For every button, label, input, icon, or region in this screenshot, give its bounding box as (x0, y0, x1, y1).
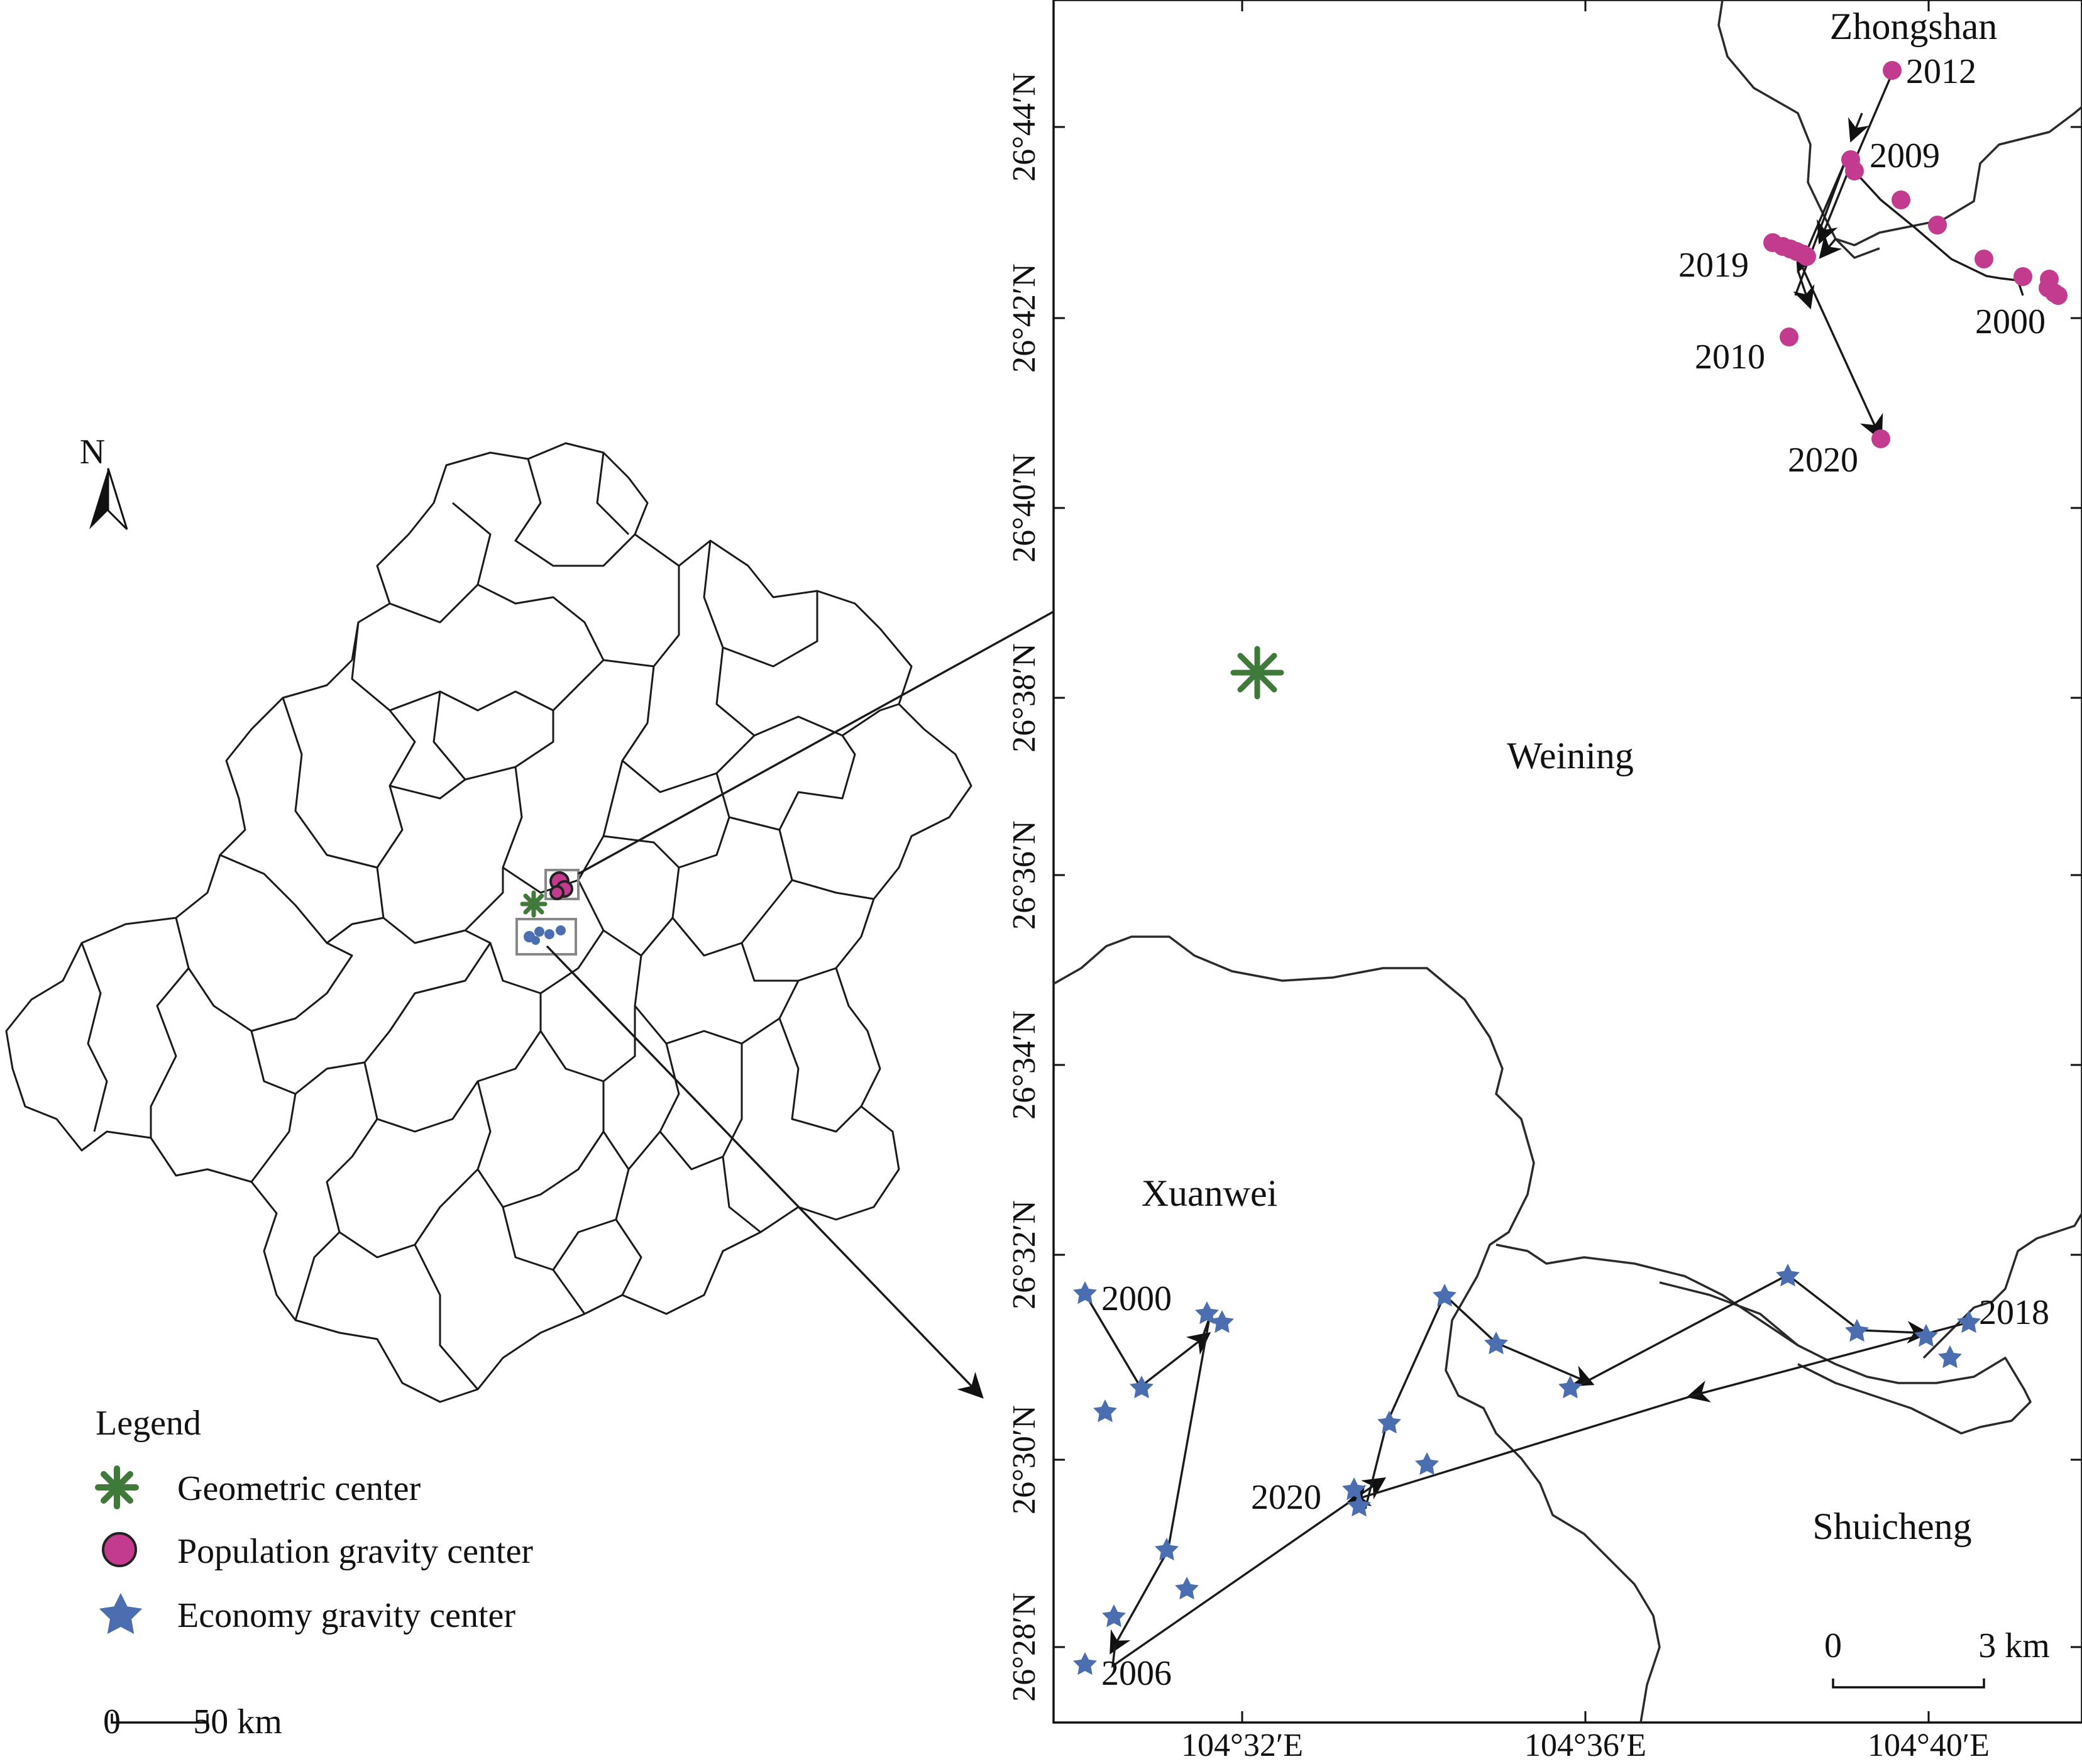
svg-text:26°28′N: 26°28′N (1006, 1592, 1042, 1702)
star-icon (99, 1593, 143, 1634)
place-weining: Weining (1507, 735, 1634, 776)
latitude-axis (1054, 126, 2082, 1648)
svg-text:2012: 2012 (1906, 52, 1976, 91)
population-year-labels: 2012 2009 2019 2000 2010 2020 (1678, 52, 2046, 480)
legend-item-economy: Economy gravity center (99, 1593, 515, 1635)
overview-geometric-center (520, 890, 548, 918)
longitude-axis (1241, 0, 1930, 1723)
overview-population-points (549, 871, 573, 900)
svg-text:3 km: 3 km (1978, 1626, 2050, 1665)
county-boundaries (80, 452, 900, 1390)
svg-text:26°32′N: 26°32′N (1006, 1200, 1042, 1309)
economy-points (1073, 1264, 1981, 1675)
svg-text:26°30′N: 26°30′N (1006, 1405, 1042, 1514)
legend-title: Legend (96, 1404, 201, 1443)
population-inset-frame (544, 869, 580, 900)
circle-icon (102, 1532, 137, 1567)
place-names: Zhongshan Weining Xuanwei Shuicheng (1142, 6, 1998, 1547)
inset-boundaries (1053, 0, 2082, 1723)
svg-text:2009: 2009 (1870, 136, 1940, 175)
svg-text:2020: 2020 (1251, 1478, 1321, 1517)
overview-map: N 0 50 km (5, 433, 972, 1741)
legend-item-geometric: Geometric center (95, 1465, 421, 1509)
svg-text:2006: 2006 (1101, 1654, 1172, 1693)
svg-text:104°36′E: 104°36′E (1524, 1728, 1646, 1763)
place-zhongshan: Zhongshan (1830, 6, 1998, 47)
region-outline (5, 442, 972, 1403)
svg-text:2018: 2018 (1979, 1293, 2049, 1332)
svg-text:Geometric center: Geometric center (177, 1469, 421, 1508)
legend-item-population: Population gravity center (102, 1532, 533, 1571)
inset-map: 26°44′N 26°42′N 26°40′N 26°38′N 26°36′N … (1006, 0, 2082, 1763)
inset-frame (1052, 0, 2082, 1724)
legend: Legend Geometric center Population gravi… (95, 1404, 533, 1635)
svg-text:50 km: 50 km (193, 1702, 282, 1741)
place-shuicheng: Shuicheng (1812, 1506, 1971, 1547)
north-arrow-icon: N (80, 433, 128, 531)
svg-text:2000: 2000 (1101, 1279, 1172, 1318)
svg-text:2020: 2020 (1788, 441, 1858, 480)
place-xuanwei: Xuanwei (1142, 1172, 1278, 1214)
svg-text:2000: 2000 (1975, 302, 2046, 341)
population-points (1763, 61, 2068, 448)
svg-text:2019: 2019 (1678, 246, 1749, 285)
svg-text:Population gravity center: Population gravity center (177, 1532, 533, 1571)
overview-economy-points (524, 925, 566, 945)
svg-text:26°40′N: 26°40′N (1006, 453, 1042, 563)
svg-text:26°36′N: 26°36′N (1006, 820, 1042, 930)
svg-text:104°32′E: 104°32′E (1181, 1728, 1303, 1763)
svg-text:26°42′N: 26°42′N (1006, 263, 1042, 373)
svg-text:Economy gravity center: Economy gravity center (177, 1596, 515, 1635)
svg-text:0: 0 (1824, 1626, 1842, 1665)
svg-text:N: N (80, 433, 105, 471)
svg-text:26°44′N: 26°44′N (1006, 72, 1042, 182)
svg-text:26°38′N: 26°38′N (1006, 643, 1042, 752)
economy-inset-frame (515, 918, 577, 956)
inset-scale-bar: 0 3 km (1824, 1626, 2050, 1689)
overview-scale-bar: 0 50 km (103, 1702, 282, 1741)
economy-year-labels: 2000 2006 2020 2018 (1101, 1279, 2049, 1693)
svg-text:0: 0 (103, 1702, 121, 1741)
svg-text:26°34′N: 26°34′N (1006, 1010, 1042, 1120)
svg-text:2010: 2010 (1695, 338, 1765, 377)
longitude-labels: 104°32′E 104°36′E 104°40′E (1181, 1728, 1990, 1763)
latitude-labels: 26°44′N 26°42′N 26°40′N 26°38′N 26°36′N … (1006, 72, 1042, 1702)
svg-text:104°40′E: 104°40′E (1868, 1728, 1990, 1763)
asterisk-icon (95, 1465, 139, 1509)
geometric-center-marker (1230, 646, 1284, 700)
